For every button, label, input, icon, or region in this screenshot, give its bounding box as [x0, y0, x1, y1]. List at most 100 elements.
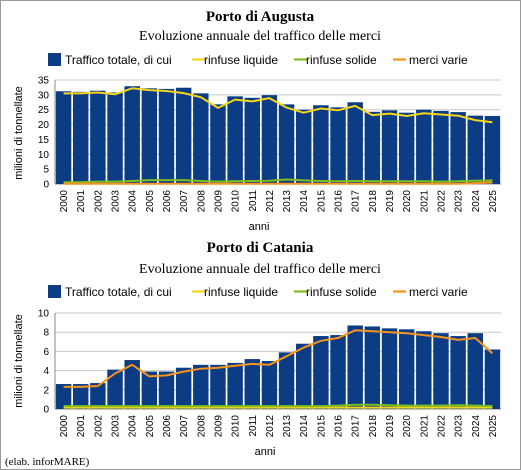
x-tick-label: 2015 [316, 415, 327, 438]
bar [484, 349, 501, 409]
bar [416, 331, 432, 409]
bar [141, 88, 158, 184]
legend-swatch-traffico [48, 285, 61, 298]
bar [73, 384, 89, 409]
bar [450, 336, 466, 409]
y-axis-ticks: 0 2 4 6 8 10 [38, 309, 50, 416]
x-tick-label: 2010 [231, 415, 242, 438]
x-tick-label: 2009 [213, 190, 224, 213]
x-tick-label: 2012 [265, 190, 276, 213]
y-tick-label: 10 [38, 150, 50, 161]
bar [73, 91, 89, 184]
chart-title: Porto di Augusta [206, 9, 315, 25]
x-tick-label: 2003 [111, 190, 122, 213]
series-line [63, 178, 493, 184]
x-tick-label: 2017 [351, 415, 362, 438]
bar [55, 384, 72, 409]
x-tick-label: 2008 [196, 190, 207, 213]
x-tick-label: 2019 [385, 415, 396, 438]
x-tick-label: 2011 [248, 190, 259, 212]
bar [467, 115, 483, 184]
series-line [63, 403, 493, 408]
bar [261, 95, 278, 184]
x-tick-label: 2022 [436, 190, 447, 213]
x-tick-label: 2012 [265, 415, 276, 438]
x-tick-label: 2016 [334, 190, 345, 213]
x-tick-label: 2003 [111, 415, 122, 438]
legend-label-rinfuse-liquide: rinfuse liquide [204, 53, 278, 67]
y-tick-label: 35 [38, 76, 50, 87]
series-line [63, 329, 494, 388]
bar [124, 360, 140, 409]
x-tick-label: 2025 [488, 190, 499, 213]
legend-label-rinfuse-liquide: rinfuse liquide [204, 285, 278, 299]
y-axis-label: milioni di tonnellate [13, 314, 25, 408]
x-tick-label: 2006 [162, 190, 173, 213]
x-tick-label: 2001 [76, 190, 87, 213]
bar [158, 371, 175, 409]
chart-catania: Porto di Catania Evoluzione annuale del … [13, 240, 501, 458]
bar [175, 367, 192, 409]
bar [381, 110, 398, 184]
x-axis-label: anni [255, 446, 276, 458]
series-line [63, 87, 493, 124]
bar [227, 96, 243, 184]
x-tick-label: 2022 [436, 415, 447, 438]
bar [124, 86, 140, 184]
y-tick-label: 6 [43, 347, 49, 358]
x-tick-label: 2023 [454, 415, 465, 438]
x-axis-label: anni [249, 221, 270, 233]
bar [175, 87, 192, 184]
line-series [63, 87, 493, 185]
x-tick-label: 2015 [316, 190, 327, 213]
x-tick-label: 2018 [368, 415, 379, 438]
legend-swatch-traffico [48, 53, 61, 66]
y-tick-label: 20 [38, 120, 50, 131]
x-tick-label: 2014 [299, 415, 310, 438]
x-tick-label: 2004 [128, 190, 139, 213]
bar [90, 90, 106, 184]
x-tick-label: 2013 [282, 415, 293, 438]
bar [381, 328, 398, 409]
x-tick-label: 2005 [145, 415, 156, 438]
legend-label-merci-varie: merci varie [409, 53, 468, 67]
legend-label-rinfuse-solide: rinfuse solide [306, 285, 377, 299]
x-tick-label: 2004 [128, 415, 139, 438]
bar [433, 110, 449, 184]
bar [55, 91, 72, 184]
bar [107, 92, 123, 184]
legend-label-rinfuse-solide: rinfuse solide [306, 53, 377, 67]
legend-label-traffico: Traffico totale, di cui [65, 285, 172, 299]
bar [330, 107, 346, 184]
bar [347, 102, 363, 184]
legend-label-merci-varie: merci varie [409, 285, 468, 299]
x-tick-label: 2000 [59, 415, 70, 438]
bar [244, 97, 260, 184]
x-tick-label: 2025 [488, 415, 499, 438]
bar-series [55, 325, 501, 409]
bar [278, 352, 295, 409]
bar [193, 364, 209, 409]
bar [141, 371, 158, 409]
bar [296, 343, 312, 409]
y-tick-label: 0 [43, 180, 49, 191]
chart-subtitle: Evoluzione annuale del traffico delle me… [139, 262, 381, 277]
x-tick-label: 2005 [145, 190, 156, 213]
bar [244, 359, 260, 409]
legend-label-traffico: Traffico totale, di cui [65, 53, 172, 67]
x-tick-label: 2023 [454, 190, 465, 213]
x-tick-label: 2024 [471, 415, 482, 438]
series-line [63, 181, 493, 185]
legend: Traffico totale, di cui rinfuse liquide … [48, 285, 468, 299]
bar [261, 361, 278, 409]
bar [398, 112, 415, 184]
bar [467, 333, 483, 409]
x-tick-label: 2024 [471, 190, 482, 213]
y-tick-label: 5 [43, 165, 49, 176]
bar [450, 112, 466, 184]
bar [313, 336, 329, 409]
x-tick-label: 2021 [419, 415, 430, 438]
bar [107, 369, 123, 409]
x-tick-label: 2021 [419, 190, 430, 213]
